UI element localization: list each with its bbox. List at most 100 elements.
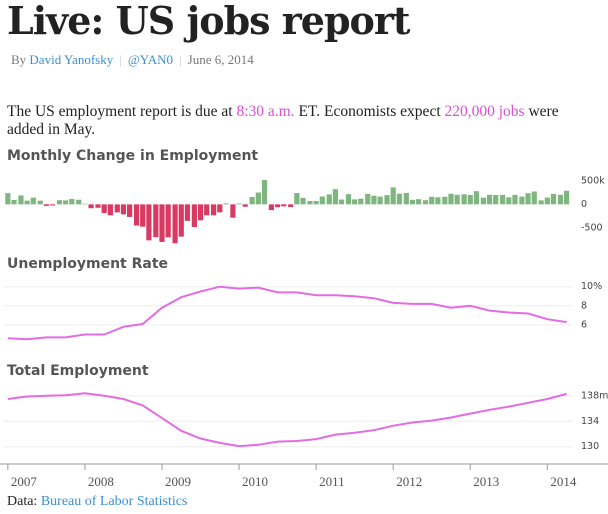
line [7, 285, 567, 341]
bar [467, 195, 473, 205]
bar [384, 195, 390, 205]
bar [63, 200, 69, 205]
bar [24, 200, 30, 205]
x-tick-label: 2007 [11, 474, 38, 489]
bar [480, 197, 486, 205]
bar [307, 201, 313, 205]
bar [550, 193, 557, 205]
bar [127, 204, 133, 217]
bar [493, 194, 499, 205]
y-tick-label: 138m [581, 390, 608, 401]
bar [114, 204, 120, 213]
bar [500, 194, 506, 205]
author-link[interactable]: David Yanofsky [29, 52, 114, 67]
bar [178, 204, 184, 237]
bar [371, 195, 377, 205]
source-label: Data: [7, 494, 41, 509]
bar [448, 193, 454, 205]
bar [236, 203, 242, 205]
bar [191, 204, 197, 228]
bar [422, 200, 429, 205]
y-tick-label: 130 [581, 441, 599, 452]
date: June 6, 2014 [187, 52, 254, 67]
y-tick-label: 6 [581, 319, 587, 330]
bar [242, 204, 248, 207]
bar [345, 194, 352, 205]
forecast: 220,000 jobs [444, 103, 525, 120]
bar [294, 193, 300, 205]
bar [319, 196, 325, 205]
bar [230, 204, 236, 218]
bar [332, 189, 338, 205]
bar [409, 199, 416, 205]
bar [249, 197, 255, 205]
x-tick-label: 2014 [550, 474, 577, 489]
bar [5, 193, 11, 205]
bar [461, 194, 467, 205]
bar [365, 193, 371, 205]
bar [88, 204, 94, 209]
x-tick-label: 2011 [319, 474, 345, 489]
bar [30, 197, 36, 205]
bar [172, 204, 178, 244]
y-tick-label: 134 [581, 416, 599, 427]
chart-title: Monthly Change in Employment [7, 148, 258, 164]
bar [95, 204, 101, 208]
bar [454, 194, 460, 205]
bar [204, 204, 210, 216]
bar [159, 204, 165, 242]
bar [211, 204, 217, 216]
y-tick-label: 10% [581, 281, 602, 292]
bar [133, 204, 140, 226]
bar [274, 204, 281, 208]
bar [429, 196, 435, 205]
x-tick-label: 2013 [473, 474, 499, 489]
bar [37, 200, 43, 205]
byline: By David Yanofsky | @YAN0 | June 6, 2014 [11, 52, 254, 67]
bar [390, 187, 396, 205]
bar [197, 204, 204, 221]
bar [165, 204, 171, 238]
bar [146, 204, 152, 241]
bar [358, 198, 364, 205]
bar [18, 195, 24, 205]
source-link[interactable]: Bureau of Labor Statistics [40, 494, 188, 509]
bar [223, 203, 229, 205]
source: Data: Bureau of Labor Statistics [7, 494, 187, 510]
handle-link[interactable]: @YAN0 [127, 52, 174, 67]
bar [396, 193, 402, 205]
bar [564, 190, 570, 205]
bar [519, 196, 525, 205]
x-tick-label: 2009 [165, 474, 191, 489]
bar [69, 198, 75, 205]
bar [261, 180, 268, 205]
y-tick-label: 0 [581, 199, 587, 210]
x-tick-label: 2012 [396, 474, 422, 489]
bar [486, 194, 493, 205]
line [7, 392, 567, 448]
bar [268, 204, 275, 211]
bar [43, 204, 49, 206]
bar [377, 196, 383, 205]
chart-title: Unemployment Rate [7, 256, 168, 272]
bar [313, 201, 319, 205]
bar [11, 199, 17, 205]
bar [506, 197, 512, 205]
y-tick-label: 8 [581, 300, 587, 311]
bar [300, 197, 306, 205]
bar [338, 199, 345, 205]
bar [76, 199, 82, 205]
x-tick-label: 2008 [88, 474, 114, 489]
intro-text: The US employment report is due at [7, 103, 237, 120]
bar [557, 194, 564, 205]
bar [140, 204, 146, 227]
bar [217, 204, 223, 213]
bar [435, 197, 441, 205]
y-tick-label: 500k [581, 175, 605, 186]
bar [442, 196, 448, 205]
bar [525, 193, 531, 205]
bar [538, 200, 544, 205]
bar [473, 191, 480, 205]
